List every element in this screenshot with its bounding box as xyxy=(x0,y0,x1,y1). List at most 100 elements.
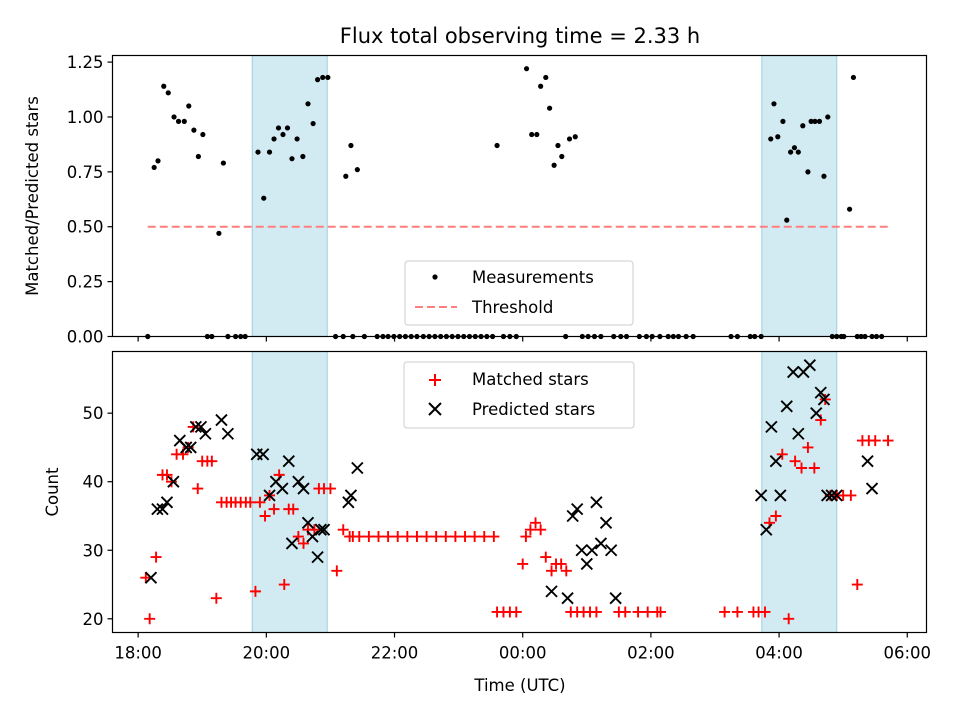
predicted-star-point xyxy=(760,523,773,536)
y-tick-label: 1.25 xyxy=(67,53,104,72)
predicted-star-point xyxy=(285,537,299,550)
x-tick-label: 02:00 xyxy=(627,644,675,663)
matched-star-point xyxy=(392,531,404,543)
matched-star-point xyxy=(535,524,547,536)
measurement-point xyxy=(181,118,187,124)
measurement-point xyxy=(294,136,300,142)
matched-stars-points xyxy=(140,393,894,625)
x-tick-label: 22:00 xyxy=(371,644,419,663)
predicted-star-point xyxy=(599,516,613,530)
predicted-star-point xyxy=(189,420,202,434)
matched-star-point xyxy=(783,613,795,625)
y-tick-label: 40 xyxy=(83,473,104,492)
measurement-point xyxy=(255,149,261,155)
predicted-star-point xyxy=(344,489,358,502)
measurement-point xyxy=(171,114,177,120)
predicted-star-point xyxy=(585,544,599,557)
predicted-star-point xyxy=(787,365,800,379)
predicted-star-point xyxy=(830,489,843,502)
measurement-point xyxy=(850,74,857,81)
predicted-star-point xyxy=(282,454,295,468)
matched-star-point xyxy=(555,558,567,570)
matched-star-point xyxy=(287,503,299,515)
measurement-point xyxy=(165,90,171,96)
matched-star-point xyxy=(140,572,152,584)
predicted-star-point xyxy=(263,489,276,502)
matched-star-point xyxy=(488,531,500,543)
top-axes-frame xyxy=(111,54,928,338)
shaded-interval xyxy=(761,351,838,633)
measurement-point xyxy=(555,142,561,149)
top-x-ticks xyxy=(137,336,908,342)
top-panel: 0.00 0.25 0.50 0.75 1.00 1.25 Matched/Predict… xyxy=(23,53,928,347)
measurement-point xyxy=(325,74,331,81)
predicted-star-point xyxy=(609,592,622,605)
measurement-point xyxy=(784,217,790,223)
measurement-point xyxy=(771,101,777,107)
matched-star-point xyxy=(796,462,808,474)
legend-threshold: Threshold xyxy=(471,298,553,317)
predicted-star-point xyxy=(754,489,768,502)
measurement-point xyxy=(155,158,161,164)
matched-star-point xyxy=(869,435,881,447)
matched-star-point xyxy=(546,565,558,577)
matched-star-point xyxy=(776,448,788,460)
predicted-star-point xyxy=(575,544,588,557)
x-tick-label: 18:00 xyxy=(114,644,162,663)
measurement-point xyxy=(191,127,197,133)
matched-star-point xyxy=(421,531,433,543)
measurement-point xyxy=(354,167,360,173)
matched-star-point xyxy=(372,531,384,543)
measurement-point xyxy=(494,142,500,149)
bottom-y-label: Count xyxy=(43,467,62,517)
predicted-star-point xyxy=(765,420,778,434)
bottom-x-ticks: 18:00 20:00 22:00 00:00 02:00 04:00 06:00 xyxy=(114,632,931,663)
matched-star-point xyxy=(560,565,572,577)
matched-star-point xyxy=(851,579,863,591)
measurement-point xyxy=(547,105,553,111)
y-tick-label: 30 xyxy=(83,541,104,560)
predicted-star-point xyxy=(276,482,289,495)
predicted-star-point xyxy=(292,475,305,488)
matched-star-point xyxy=(249,585,261,597)
measurement-point xyxy=(788,149,794,155)
matched-star-point xyxy=(719,606,731,618)
matched-star-point xyxy=(254,496,266,508)
predicted-star-point xyxy=(561,592,574,605)
measurement-point xyxy=(816,118,823,124)
top-legend: Measurements Threshold xyxy=(404,260,634,326)
measurement-point xyxy=(559,153,565,160)
predicted-star-point xyxy=(566,509,579,523)
matched-star-point xyxy=(401,531,413,543)
measurement-point xyxy=(216,230,222,236)
measurement-point xyxy=(305,101,311,107)
predicted-stars-points xyxy=(144,359,879,605)
matched-star-point xyxy=(802,441,814,453)
predicted-star-point xyxy=(594,537,608,550)
measurement-legend-marker xyxy=(432,274,438,280)
matched-star-point xyxy=(165,476,177,488)
predicted-star-point xyxy=(774,489,787,502)
predicted-star-point xyxy=(160,496,174,509)
predicted-star-point xyxy=(194,420,208,434)
predicted-star-point xyxy=(571,502,584,516)
matched-star-point xyxy=(324,483,336,495)
matched-star-point xyxy=(510,606,522,618)
top-y-ticks: 0.00 0.25 0.50 0.75 1.00 1.25 xyxy=(67,53,113,347)
matched-star-point xyxy=(655,606,667,618)
matched-star-point xyxy=(449,531,461,543)
measurement-point xyxy=(266,149,273,155)
measurement-points xyxy=(145,66,885,340)
bottom-shaded-intervals xyxy=(251,351,838,633)
measurement-point xyxy=(543,74,549,81)
matched-star-point xyxy=(590,606,602,618)
top-legend-box xyxy=(404,260,634,326)
y-tick-label: 50 xyxy=(83,404,104,423)
shaded-interval xyxy=(251,351,328,633)
predicted-star-point xyxy=(792,427,805,440)
legend-measurements: Measurements xyxy=(472,268,594,287)
predicted-star-point xyxy=(180,441,193,454)
measurement-point xyxy=(320,74,326,81)
y-tick-label: 0.50 xyxy=(67,218,104,237)
